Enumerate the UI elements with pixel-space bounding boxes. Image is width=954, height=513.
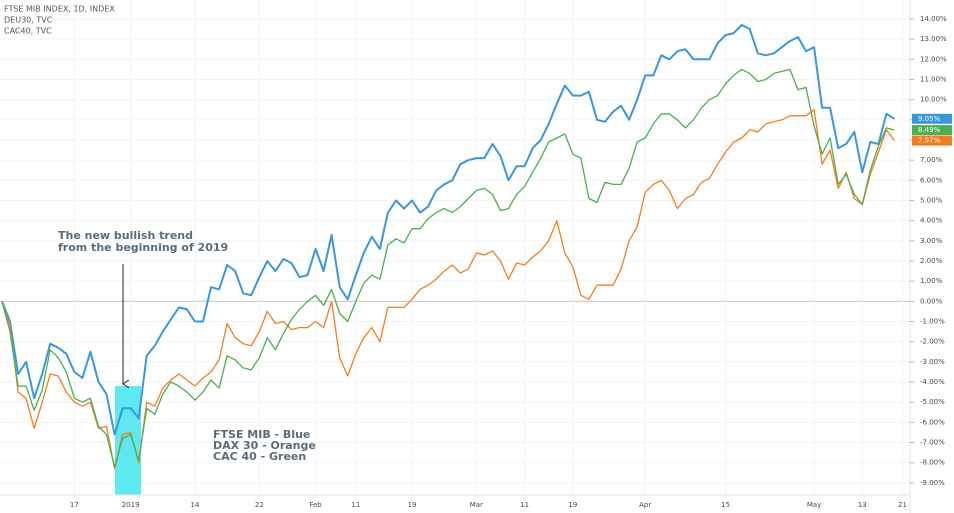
x-tick-label: May — [807, 501, 821, 509]
y-tick-label: 5.00% — [920, 197, 943, 205]
x-tick-label: Apr — [639, 501, 651, 509]
annotation: FTSE MIB - Blue — [213, 428, 310, 441]
y-tick-label: 11.00% — [920, 75, 947, 83]
y-tick-label: 3.00% — [920, 237, 943, 245]
series-line — [1, 109, 896, 470]
y-tick-label: -7.00% — [920, 439, 945, 447]
y-tick-label: 7.00% — [920, 156, 943, 164]
x-tick-label: 19 — [408, 501, 417, 509]
x-tick-label: 22 — [255, 501, 264, 509]
plot — [1, 24, 896, 470]
y-tick-label: -3.00% — [920, 358, 945, 366]
annotation: The new bullish trend — [58, 229, 193, 242]
x-tick-label: 21 — [898, 501, 907, 509]
highlight-box — [115, 386, 141, 495]
y-tick-label: 13.00% — [920, 35, 947, 43]
y-tick-label: 0.00% — [920, 297, 943, 305]
price-label: 9.05% — [918, 115, 941, 123]
legend-entry: FTSE MIB INDEX, 1D, INDEX — [4, 5, 115, 14]
annotation: DAX 30 - Orange — [213, 439, 316, 452]
y-tick-label: 12.00% — [920, 55, 947, 63]
price-label-box — [912, 135, 952, 146]
x-tick-label: 14 — [191, 501, 200, 509]
x-tick-label: 2019 — [122, 501, 140, 509]
y-tick-label: 6.00% — [920, 176, 943, 184]
legend-entry: CAC40, TVC — [4, 27, 52, 36]
x-tick-label: 15 — [721, 501, 730, 509]
y-tick-label: -5.00% — [920, 398, 945, 406]
y-tick-label: -2.00% — [920, 338, 945, 346]
price-label: 7.97% — [918, 137, 941, 145]
x-tick-label: 19 — [568, 501, 577, 509]
x-tick-label: Feb — [309, 501, 322, 509]
x-tick-label: 11 — [520, 501, 529, 509]
series-line — [1, 24, 896, 436]
x-tick-label: 13 — [858, 501, 867, 509]
y-tick-label: 4.00% — [920, 217, 943, 225]
price-label-box — [912, 113, 952, 124]
y-tick-label: 10.00% — [920, 96, 947, 104]
annotation: CAC 40 - Green — [213, 450, 306, 463]
x-tick-label: Mar — [470, 501, 483, 509]
y-tick-label: 14.00% — [920, 15, 947, 23]
y-tick-label: -6.00% — [920, 418, 945, 426]
price-label-box — [912, 125, 952, 136]
y-tick-label: -4.00% — [920, 378, 945, 386]
y-tick-label: -1.00% — [920, 318, 945, 326]
y-tick-label: 1.00% — [920, 277, 943, 285]
y-tick-label: -9.00% — [920, 479, 945, 487]
legend-entry: DEU30, TVC — [4, 16, 53, 25]
annotation: from the beginning of 2019 — [58, 241, 228, 254]
y-tick-label: 2.00% — [920, 257, 943, 265]
price-label: 8.49% — [918, 126, 941, 134]
grid — [0, 0, 910, 495]
series-line — [1, 68, 895, 468]
x-tick-label: 17 — [70, 501, 79, 509]
x-tick-label: 11 — [351, 501, 360, 509]
y-tick-label: -8.00% — [920, 459, 945, 467]
